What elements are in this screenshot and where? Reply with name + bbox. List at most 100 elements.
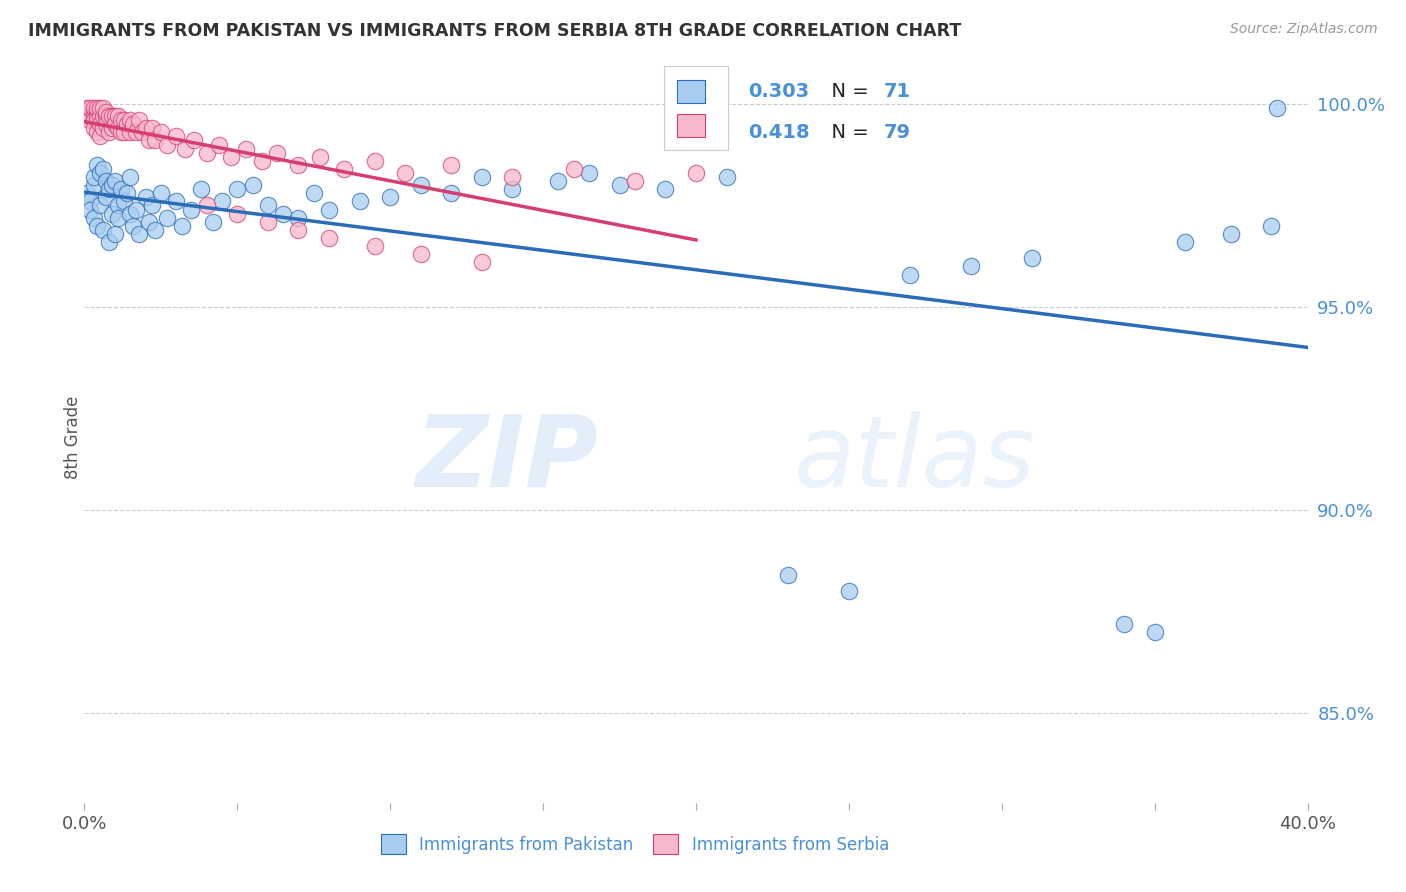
Point xyxy=(79,113,101,128)
Point xyxy=(716,169,738,184)
Point xyxy=(409,247,432,261)
Point xyxy=(89,198,111,212)
Point xyxy=(91,101,114,115)
Text: 71: 71 xyxy=(883,82,911,101)
Point xyxy=(135,190,157,204)
Point xyxy=(83,105,105,120)
Point xyxy=(83,121,105,136)
Point xyxy=(83,109,105,123)
Point xyxy=(76,105,98,120)
Point xyxy=(211,194,233,209)
Point xyxy=(654,182,676,196)
Point xyxy=(172,219,194,233)
Point xyxy=(1260,219,1282,233)
Point xyxy=(502,182,524,196)
Point xyxy=(97,182,120,196)
Point xyxy=(165,129,187,144)
Point xyxy=(120,169,142,184)
Text: atlas: atlas xyxy=(794,410,1035,508)
Point xyxy=(120,125,142,139)
Point xyxy=(86,101,108,115)
Point xyxy=(101,178,124,193)
Point xyxy=(141,198,163,212)
Text: R =: R = xyxy=(678,123,720,142)
Point xyxy=(97,125,120,139)
Point xyxy=(91,121,114,136)
Point xyxy=(79,105,101,120)
Point xyxy=(89,101,111,115)
Point xyxy=(287,158,309,172)
Text: Source: ZipAtlas.com: Source: ZipAtlas.com xyxy=(1230,22,1378,37)
Point xyxy=(89,166,111,180)
Point xyxy=(226,182,249,196)
Point xyxy=(104,227,127,241)
Point xyxy=(302,186,325,201)
Point xyxy=(101,206,124,220)
Point xyxy=(624,174,647,188)
Point xyxy=(101,109,124,123)
Point xyxy=(86,219,108,233)
Point xyxy=(112,194,135,209)
Point xyxy=(128,113,150,128)
Point xyxy=(349,194,371,209)
Point xyxy=(318,202,340,217)
Y-axis label: 8th Grade: 8th Grade xyxy=(65,395,82,479)
Point xyxy=(91,109,114,123)
Point xyxy=(156,137,179,152)
Text: 0.303: 0.303 xyxy=(748,82,808,101)
Point xyxy=(226,206,249,220)
Point xyxy=(79,101,101,115)
Point xyxy=(104,174,127,188)
Point xyxy=(1265,101,1288,115)
Text: N =: N = xyxy=(818,123,875,142)
Point xyxy=(91,223,114,237)
Point xyxy=(394,166,416,180)
Point xyxy=(138,133,160,147)
Point xyxy=(120,206,142,220)
Point xyxy=(94,190,117,204)
Point xyxy=(107,121,129,136)
Text: R =: R = xyxy=(678,82,720,101)
Point xyxy=(257,198,280,212)
Point xyxy=(131,125,153,139)
Point xyxy=(898,268,921,282)
Point xyxy=(128,227,150,241)
Point xyxy=(143,133,166,147)
Point xyxy=(122,219,145,233)
Point xyxy=(107,211,129,225)
Point xyxy=(86,105,108,120)
Point xyxy=(183,133,205,147)
Point xyxy=(1220,227,1243,241)
Point xyxy=(547,174,569,188)
Point xyxy=(838,584,860,599)
Point xyxy=(83,178,105,193)
Point xyxy=(112,125,135,139)
Point xyxy=(578,166,600,180)
Point xyxy=(115,186,138,201)
Point xyxy=(94,105,117,120)
Point xyxy=(409,178,432,193)
Point xyxy=(308,150,330,164)
Point xyxy=(125,125,148,139)
Point xyxy=(141,121,163,136)
Point xyxy=(76,101,98,115)
Text: 79: 79 xyxy=(883,123,911,142)
Point xyxy=(112,113,135,128)
Point xyxy=(156,211,179,225)
Point xyxy=(208,137,231,152)
Point xyxy=(120,113,142,128)
Point xyxy=(190,182,212,196)
Point xyxy=(562,161,585,176)
Point xyxy=(79,194,101,209)
Point xyxy=(104,117,127,131)
Point xyxy=(86,125,108,139)
Point xyxy=(83,169,105,184)
Point xyxy=(1114,617,1136,632)
Point xyxy=(235,142,257,156)
Point xyxy=(107,109,129,123)
Point xyxy=(271,206,294,220)
Point xyxy=(502,169,524,184)
Point xyxy=(364,239,387,253)
Point xyxy=(104,109,127,123)
Point xyxy=(287,211,309,225)
